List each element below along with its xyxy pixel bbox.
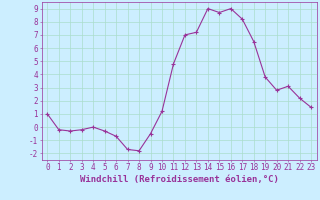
- X-axis label: Windchill (Refroidissement éolien,°C): Windchill (Refroidissement éolien,°C): [80, 175, 279, 184]
